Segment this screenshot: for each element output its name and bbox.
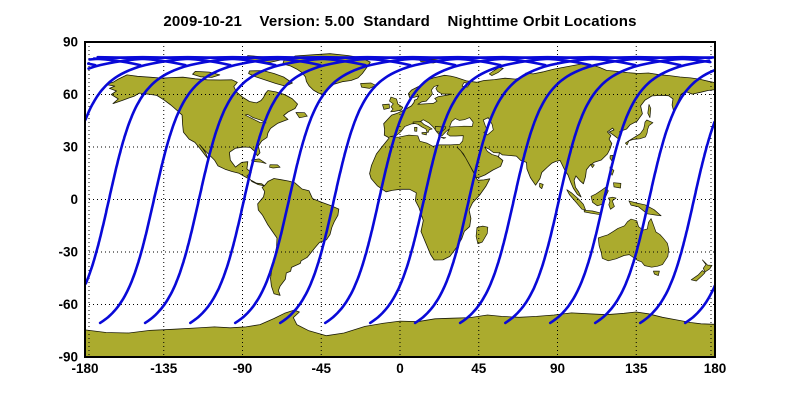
island-italy — [412, 121, 433, 133]
plot-frame — [84, 41, 716, 358]
island-ireland — [382, 103, 390, 110]
island-japan — [625, 119, 654, 146]
island-australia — [597, 218, 670, 268]
island-nz-south — [690, 270, 706, 282]
y-tick-label: -60 — [58, 297, 78, 312]
island-sardinia — [414, 127, 418, 132]
orbit-track — [458, 55, 713, 325]
x-tick-label: 180 — [704, 361, 727, 376]
orbit-track — [683, 284, 715, 325]
orbit-track-layer — [85, 55, 715, 325]
island-sicily — [421, 132, 427, 136]
island-sakhalin — [647, 104, 652, 118]
island-newfoundland — [295, 112, 308, 119]
island-hainan — [590, 163, 595, 168]
x-tick-label: 135 — [625, 361, 648, 376]
figure-title: 2009-10-21 Version: 5.00 Standard Nightt… — [163, 13, 637, 30]
island-borneo — [590, 186, 609, 207]
x-axis-labels: -180 -135 -90 -45 0 45 90 135 180 — [71, 361, 726, 376]
water-black-sea — [449, 117, 474, 128]
orbit-track — [278, 55, 592, 325]
island-sri-lanka — [539, 182, 544, 190]
x-tick-label: -90 — [233, 361, 253, 376]
landmass-afro-eurasia — [369, 63, 715, 261]
island-new-guinea — [628, 200, 662, 217]
orbit-track — [638, 120, 715, 325]
landmass-south-america — [257, 178, 340, 296]
orbit-track — [85, 55, 322, 122]
orbit-track — [504, 56, 715, 325]
y-tick-label: -30 — [58, 245, 78, 260]
x-tick-label: -135 — [150, 361, 178, 376]
orbit-track — [368, 55, 682, 325]
water-persian-gulf — [484, 146, 500, 157]
orbit-track — [548, 59, 711, 325]
island-iceland — [360, 82, 377, 89]
x-tick-label: 0 — [396, 361, 404, 376]
plot-area — [85, 42, 715, 357]
orbit-track — [98, 55, 412, 325]
orbit-track — [143, 55, 457, 325]
water-layer — [244, 82, 500, 178]
island-uk — [389, 96, 404, 113]
orbit-track — [87, 62, 97, 67]
water-red-sea — [456, 146, 477, 178]
island-madagascar — [475, 225, 489, 245]
island-hispaniola — [269, 164, 281, 169]
landmass-victoria-island — [192, 71, 221, 78]
island-tasmania — [653, 270, 660, 276]
y-tick-label: 90 — [63, 35, 78, 50]
orbit-track — [189, 55, 502, 325]
x-tick-label: 45 — [471, 361, 487, 376]
orbit-track — [323, 55, 637, 325]
island-mindanao — [613, 182, 622, 189]
orbit-track — [87, 55, 277, 70]
x-tick-label: -45 — [311, 361, 331, 376]
x-tick-label: -180 — [71, 361, 98, 376]
y-tick-label: -90 — [58, 350, 78, 365]
island-nz-north — [702, 259, 713, 273]
orbit-track — [233, 55, 547, 325]
island-sumatra — [566, 189, 586, 211]
island-crete — [440, 137, 447, 139]
y-tick-label: 0 — [70, 192, 78, 207]
x-tick-label: 90 — [550, 361, 565, 376]
y-tick-label: 30 — [63, 140, 78, 155]
landmass-north-america — [105, 74, 298, 187]
landmass-baffin — [248, 70, 293, 87]
orbit-track — [593, 69, 715, 325]
island-java — [583, 209, 601, 216]
orbit-track — [413, 55, 712, 325]
water-baltic-sea — [417, 84, 452, 105]
orbit-track — [85, 55, 367, 285]
y-tick-label: 60 — [63, 87, 78, 102]
land-layer — [85, 53, 715, 357]
island-sulawesi — [607, 196, 617, 210]
y-axis-labels: 90 60 30 0 -30 -60 -90 — [58, 35, 78, 365]
landmass-antarctica — [85, 309, 715, 357]
